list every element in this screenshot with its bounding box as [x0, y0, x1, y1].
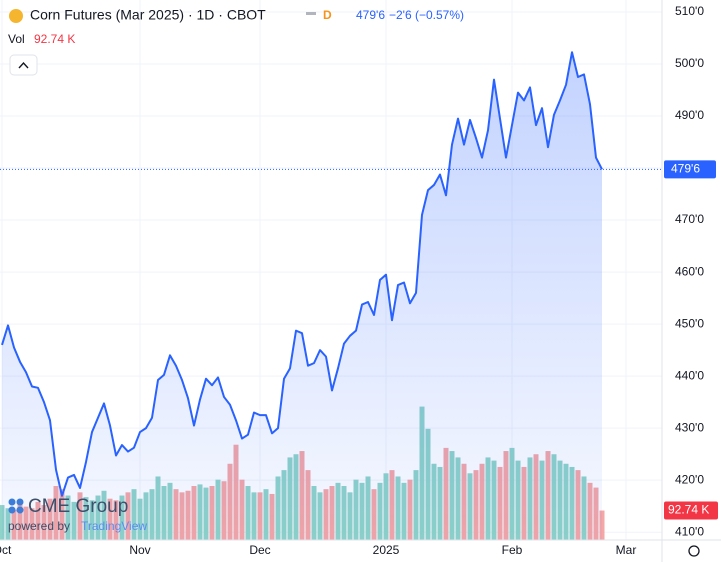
- price-change: −2'6 (−0.57%): [389, 8, 464, 22]
- interval-badge: D: [323, 8, 332, 22]
- x-tick-label: Oct: [0, 543, 12, 557]
- x-tick-label: Dec: [249, 543, 270, 557]
- volume-value: 92.74 K: [34, 32, 75, 46]
- y-tick-label: 490'0: [675, 108, 704, 122]
- brand: CME Group: [28, 496, 128, 517]
- logo-dot: [8, 498, 16, 506]
- y-tick-label: 510'0: [675, 4, 704, 18]
- collapse-icon: [18, 61, 29, 69]
- collapse-button[interactable]: [9, 54, 38, 76]
- y-tick-label: 500'0: [675, 56, 704, 70]
- y-tick-label: 430'0: [675, 420, 704, 434]
- separator-icon: [306, 12, 316, 15]
- y-tick-label: 440'0: [675, 368, 704, 382]
- price-layer: [0, 51, 662, 541]
- logo-dot: [16, 498, 24, 506]
- price-line: [1, 51, 603, 497]
- chart-title: Corn Futures (Mar 2025) · 1D · CBOT: [30, 7, 266, 23]
- y-tick-label: 460'0: [675, 264, 704, 278]
- x-tick-label: Mar: [616, 543, 637, 557]
- volume-label: 92.74 K: [668, 503, 709, 517]
- last-price-label: 479'6: [671, 162, 700, 176]
- y-tick-label: 420'0: [675, 472, 704, 486]
- axes: 410'0420'0430'0440'0450'0460'0470'0480'0…: [0, 4, 718, 557]
- y-tick-label: 410'0: [675, 524, 704, 538]
- y-tick-label: 470'0: [675, 212, 704, 226]
- last-price-box: [664, 160, 716, 179]
- logo-dot: [8, 506, 16, 514]
- x-tick-label: Nov: [129, 543, 150, 557]
- volume-box: [664, 501, 718, 520]
- symbol-icon: [9, 9, 23, 23]
- last-price: 479'6: [356, 8, 385, 22]
- settings-icon[interactable]: [688, 545, 700, 557]
- watermark: CME Group powered by TradingView: [8, 496, 147, 533]
- platform: TradingView: [81, 519, 147, 533]
- x-tick-label: Feb: [502, 543, 523, 557]
- x-tick-label: 2025: [373, 543, 400, 557]
- y-tick-label: 450'0: [675, 316, 704, 330]
- volume-title: Vol: [8, 32, 25, 46]
- logo-dot: [16, 506, 24, 514]
- powered-by: powered by: [8, 519, 70, 533]
